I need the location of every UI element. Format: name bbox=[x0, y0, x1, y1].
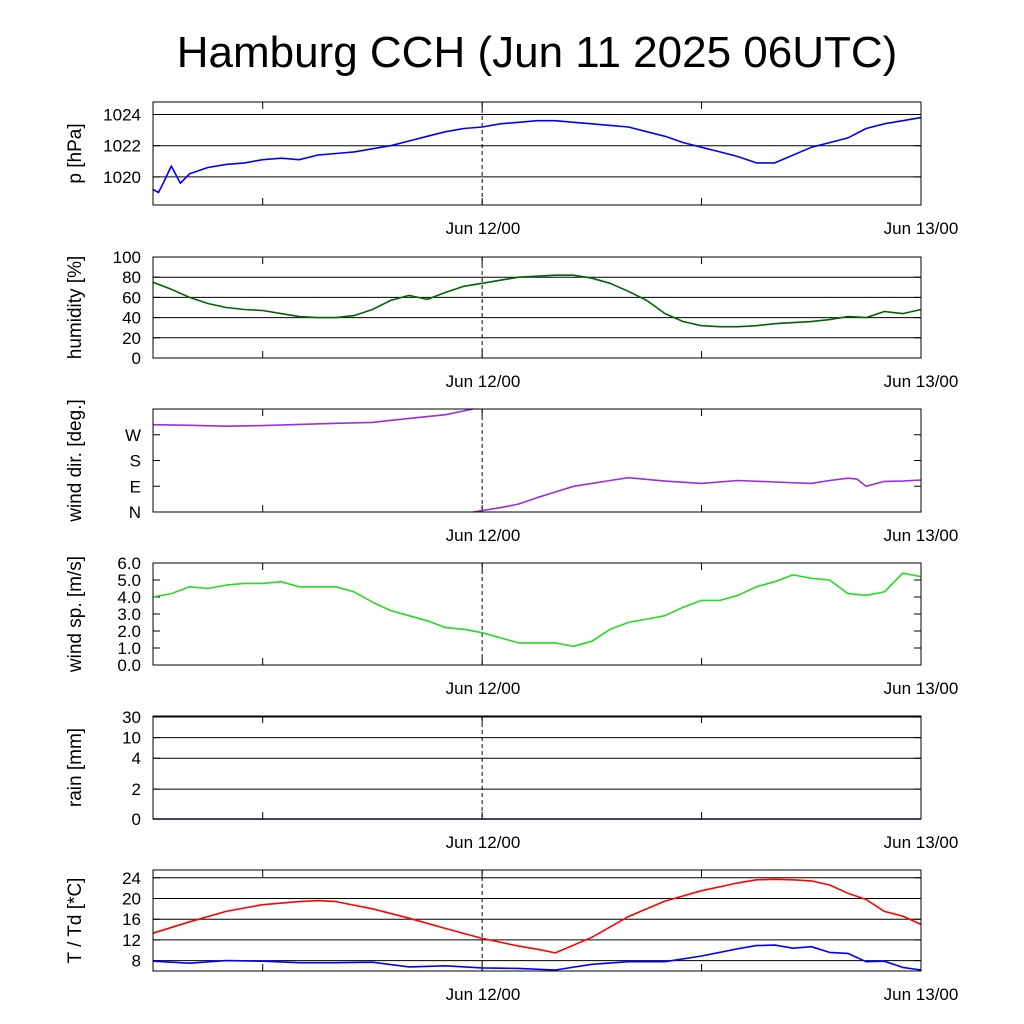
y-tick-label: 0 bbox=[132, 349, 141, 368]
y-tick-label: 20 bbox=[122, 329, 141, 348]
y-tick-label: 0.0 bbox=[117, 656, 141, 675]
x-date-label: Jun 13/00 bbox=[884, 219, 959, 238]
panel-frame bbox=[152, 715, 922, 820]
y-axis-label: humidity [%] bbox=[65, 256, 86, 359]
y-tick-label: 5.0 bbox=[117, 571, 141, 590]
y-tick-label: 16 bbox=[122, 910, 141, 929]
y-tick-label: 20 bbox=[122, 889, 141, 908]
y-tick-label: 60 bbox=[122, 288, 141, 307]
y-tick-label: 1022 bbox=[103, 137, 141, 156]
y-tick-label: 3.0 bbox=[117, 605, 141, 624]
panel-frame bbox=[152, 408, 922, 513]
y-axis-label: wind sp. [m/s] bbox=[65, 556, 86, 673]
y-tick-label: 1024 bbox=[103, 105, 141, 124]
x-date-label: Jun 13/00 bbox=[884, 833, 959, 852]
x-date-label: Jun 12/00 bbox=[446, 526, 521, 545]
y-tick-label: E bbox=[130, 477, 141, 496]
x-date-label: Jun 12/00 bbox=[446, 985, 521, 1004]
panel-frame bbox=[152, 256, 922, 359]
y-tick-label: 10 bbox=[122, 729, 141, 748]
x-date-label: Jun 13/00 bbox=[884, 372, 959, 391]
y-tick-label: 4 bbox=[132, 749, 141, 768]
y-tick-label: S bbox=[130, 452, 141, 471]
x-date-label: Jun 13/00 bbox=[884, 526, 959, 545]
y-tick-label: 30 bbox=[122, 708, 141, 727]
y-tick-label: N bbox=[129, 503, 141, 522]
series-line-1 bbox=[472, 476, 922, 513]
x-date-label: Jun 12/00 bbox=[446, 372, 521, 391]
y-tick-label: 4.0 bbox=[117, 588, 141, 607]
y-tick-label: 0 bbox=[132, 810, 141, 829]
y-tick-label: 100 bbox=[113, 248, 141, 267]
y-axis-label: wind dir. [deg.] bbox=[65, 399, 86, 523]
series-line-0 bbox=[152, 274, 922, 328]
panel-4: 0 2 410 30 rain [mm] Jun 12/00 Jun 13/00 bbox=[65, 708, 958, 852]
series-line-1 bbox=[152, 944, 922, 971]
y-tick-label: 24 bbox=[122, 869, 141, 888]
series-line-0 bbox=[152, 116, 922, 194]
x-date-label: Jun 13/00 bbox=[884, 679, 959, 698]
y-tick-label: 80 bbox=[122, 268, 141, 287]
y-tick-label: W bbox=[125, 426, 141, 445]
y-axis-label: T / Td [*C] bbox=[65, 878, 86, 964]
x-date-label: Jun 12/00 bbox=[446, 679, 521, 698]
y-axis-label: rain [mm] bbox=[65, 728, 86, 807]
y-axis-label: p [hPa] bbox=[65, 123, 86, 183]
y-tick-label: 8 bbox=[132, 952, 141, 971]
series-line-0 bbox=[152, 408, 474, 428]
chart-title: Hamburg CCH (Jun 11 2025 06UTC) bbox=[177, 28, 898, 77]
panel-frame bbox=[152, 101, 922, 206]
x-date-label: Jun 12/00 bbox=[446, 219, 521, 238]
y-tick-label: 6.0 bbox=[117, 554, 141, 573]
x-date-label: Jun 13/00 bbox=[884, 985, 959, 1004]
series-line-0 bbox=[152, 572, 922, 648]
panel-3: 0.01.02.03.04.05.06.0 wind sp. [m/s] Jun 1… bbox=[65, 554, 958, 698]
y-tick-label: 12 bbox=[122, 931, 141, 950]
y-tick-label: 40 bbox=[122, 309, 141, 328]
panel-frame bbox=[152, 869, 922, 972]
series-line-0 bbox=[152, 878, 922, 954]
panel-frame bbox=[152, 562, 922, 666]
y-tick-label: 2.0 bbox=[117, 622, 141, 641]
panel-0: 1020 1022 1024 p [hPa] Jun 12/00 Jun 13/00 bbox=[65, 101, 959, 238]
y-tick-label: 2 bbox=[132, 780, 141, 799]
y-tick-label: 1020 bbox=[103, 168, 141, 187]
x-date-label: Jun 12/00 bbox=[446, 833, 521, 852]
y-tick-label: 1.0 bbox=[117, 639, 141, 658]
